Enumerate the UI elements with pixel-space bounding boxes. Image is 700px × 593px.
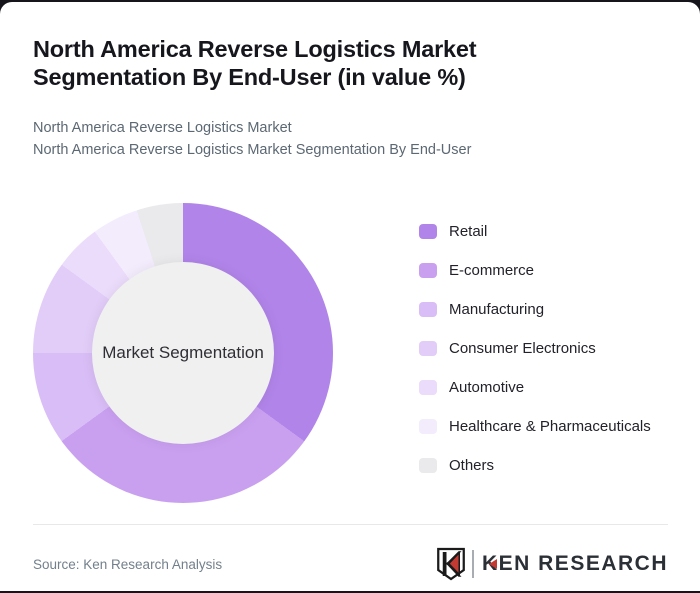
source-note: Source: Ken Research Analysis [33, 556, 223, 572]
legend-swatch-icon [419, 418, 437, 434]
legend-label: Retail [449, 222, 488, 240]
footer: Source: Ken Research Analysis KEN RESEAR… [33, 547, 668, 581]
legend-item: E-commerce [419, 261, 651, 279]
brand-name: KEN RESEARCH [481, 552, 668, 575]
legend-item: Others [419, 456, 651, 474]
red-triangle-accent [488, 559, 497, 569]
legend-swatch-icon [419, 301, 437, 317]
subtitle-block: North America Reverse Logistics Market N… [33, 117, 668, 161]
donut-center-label: Market Segmentation [102, 343, 264, 362]
legend-swatch-icon [419, 223, 437, 239]
legend-swatch-icon [419, 457, 437, 473]
legend-label: Consumer Electronics [449, 339, 596, 357]
brand-text-wrap: KEN RESEARCH [482, 552, 668, 576]
legend-item: Consumer Electronics [419, 339, 651, 357]
legend-swatch-icon [419, 340, 437, 356]
ken-shield-icon [437, 547, 465, 581]
donut-hole: Market Segmentation [92, 262, 274, 444]
subtitle-line-2: North America Reverse Logistics Market S… [33, 142, 472, 158]
page-title: North America Reverse Logistics Market S… [33, 36, 477, 90]
donut-chart-wrap: Market Segmentation [33, 203, 333, 503]
legend-item: Retail [419, 222, 651, 240]
brand-logo: KEN RESEARCH [436, 547, 668, 581]
legend-label: Manufacturing [449, 300, 545, 318]
legend-label: Others [449, 456, 495, 474]
legend-item: Healthcare & Pharmaceuticals [419, 417, 651, 435]
legend-swatch-icon [419, 379, 437, 395]
brand-separator [471, 550, 474, 578]
legend-item: Automotive [419, 378, 651, 396]
legend-item: Manufacturing [419, 300, 651, 318]
legend-label: E-commerce [449, 261, 535, 279]
subtitle-line-1: North America Reverse Logistics Market [33, 120, 292, 136]
chart-area: Market Segmentation Retail E-commerce Manu… [33, 203, 668, 503]
legend: Retail E-commerce Manufacturing Consumer El… [419, 203, 651, 496]
legend-label: Automotive [449, 378, 525, 396]
footer-divider [33, 524, 668, 525]
legend-swatch-icon [419, 262, 437, 278]
legend-label: Healthcare & Pharmaceuticals [449, 417, 651, 435]
